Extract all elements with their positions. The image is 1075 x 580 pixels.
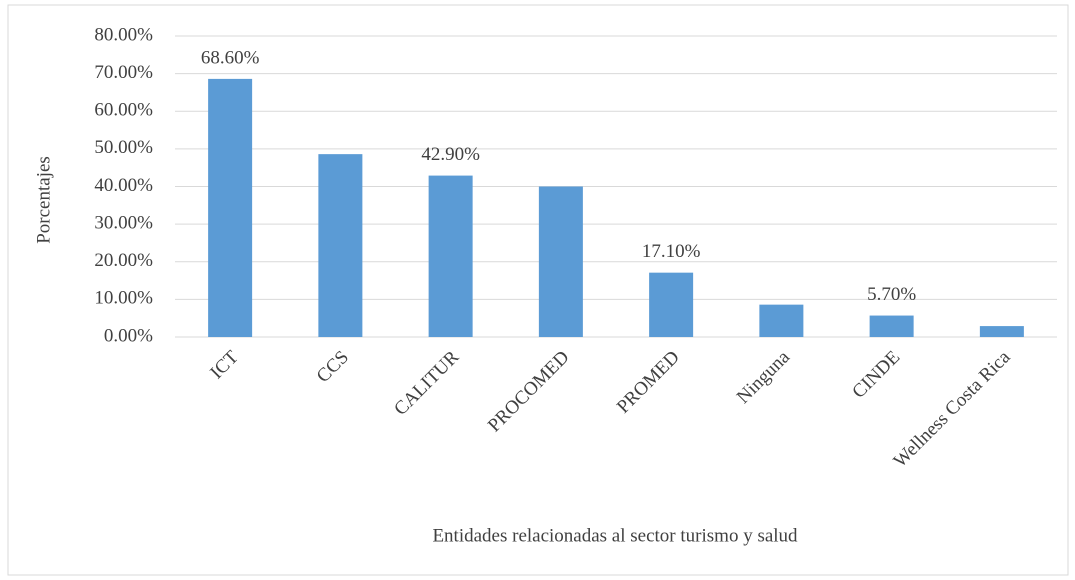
bar xyxy=(538,186,583,337)
bar xyxy=(649,272,694,337)
data-label: 5.70% xyxy=(867,284,916,305)
x-axis-title: Entidades relacionadas al sector turismo… xyxy=(432,525,798,546)
y-tick-label: 80.00% xyxy=(94,24,153,45)
bar xyxy=(208,78,253,337)
bar xyxy=(759,304,804,337)
bar xyxy=(979,326,1024,337)
data-label: 17.10% xyxy=(642,241,701,262)
bar xyxy=(318,154,363,337)
bar xyxy=(869,315,914,337)
y-tick-label: 0.00% xyxy=(104,325,153,346)
y-tick-label: 60.00% xyxy=(94,100,153,121)
data-label: 68.60% xyxy=(201,47,260,68)
y-tick-label: 40.00% xyxy=(94,175,153,196)
y-tick-label: 10.00% xyxy=(94,288,153,309)
y-tick-label: 20.00% xyxy=(94,250,153,271)
data-label: 42.90% xyxy=(421,144,480,165)
y-tick-label: 30.00% xyxy=(94,212,153,233)
chart-border xyxy=(7,4,1069,576)
y-tick-label: 50.00% xyxy=(94,137,153,158)
y-tick-label: 70.00% xyxy=(94,62,153,83)
bar xyxy=(428,175,473,337)
y-axis-title: Porcentajes xyxy=(33,156,54,244)
